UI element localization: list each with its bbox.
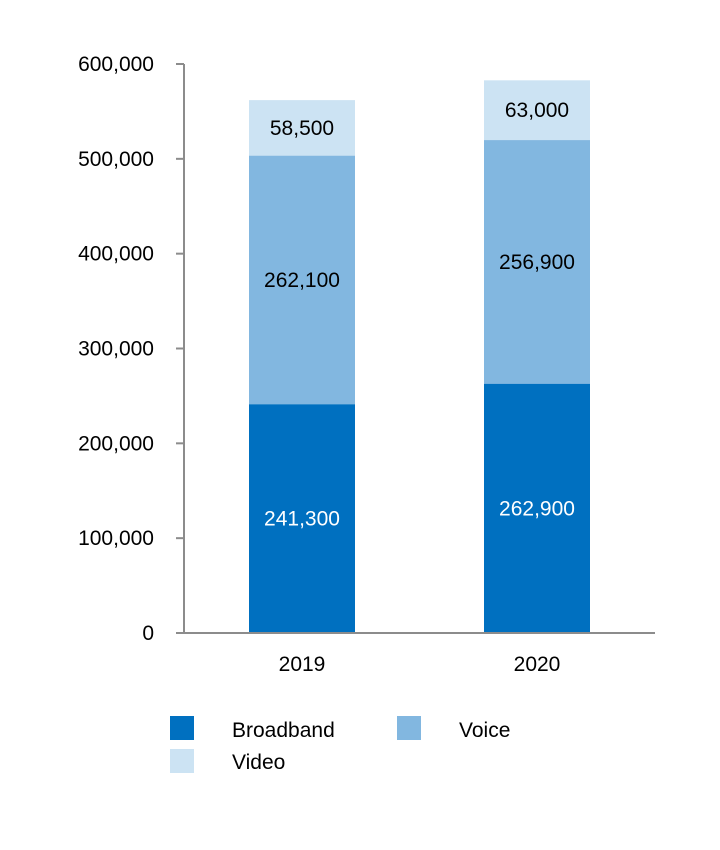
legend-swatch-voice — [397, 716, 421, 740]
y-tick-label: 600,000 — [78, 53, 154, 76]
axes-layer: 0 100,000 200,000 300,000 400,000 500,000 600,… — [78, 53, 655, 676]
y-tick-label: 0 — [142, 622, 154, 645]
bar-broadband-2020 — [484, 383, 590, 633]
bar-video-2020 — [484, 80, 590, 141]
legend-swatch-broadband — [170, 716, 194, 740]
legend-swatch-video — [170, 749, 194, 773]
legend-label-broadband: Broadband — [232, 719, 335, 742]
data-labels-layer: 241,300 262,100 58,500 262,900 256,900 63,000 — [264, 99, 575, 530]
data-label-broadband-2020: 262,900 — [499, 497, 575, 520]
legend-label-voice: Voice — [459, 719, 510, 742]
y-tick-label: 100,000 — [78, 527, 154, 550]
x-tick-label-2019: 2019 — [279, 653, 326, 676]
y-tick-label: 500,000 — [78, 148, 154, 171]
data-label-voice-2020: 256,900 — [499, 251, 575, 274]
data-label-voice-2019: 262,100 — [264, 269, 340, 292]
bar-voice-2019 — [249, 155, 355, 405]
y-tick-label: 200,000 — [78, 432, 154, 455]
legend-label-video: Video — [232, 751, 285, 774]
bar-voice-2020 — [484, 140, 590, 384]
legend: Broadband Voice Video — [170, 716, 510, 774]
y-tick-label: 400,000 — [78, 243, 154, 266]
bar-broadband-2019 — [249, 404, 355, 633]
data-label-broadband-2019: 241,300 — [264, 508, 340, 531]
bars-layer — [249, 80, 590, 633]
bar-video-2019 — [249, 100, 355, 156]
data-label-video-2020: 63,000 — [505, 99, 569, 122]
data-label-video-2019: 58,500 — [270, 117, 334, 140]
y-tick-label: 300,000 — [78, 338, 154, 361]
x-tick-label-2020: 2020 — [514, 653, 561, 676]
